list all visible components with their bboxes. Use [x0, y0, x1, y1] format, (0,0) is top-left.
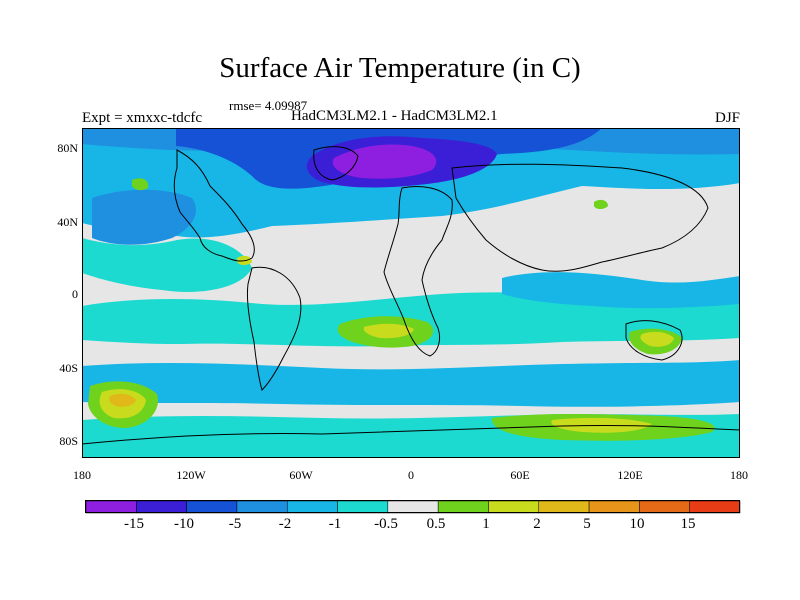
colorbar-cell [337, 500, 389, 514]
colorbar-label: -15 [124, 516, 144, 532]
coastlines [82, 146, 740, 445]
anomaly-map [82, 128, 740, 458]
lon-label-60w: 60W [289, 468, 313, 482]
colorbar-cell [387, 500, 439, 514]
colorbar-label: -2 [278, 516, 292, 532]
colorbar-label: 0.5 [426, 516, 446, 532]
colorbar-label: 15 [680, 516, 696, 532]
colorbar-cell [488, 500, 540, 514]
colorbar-cell [639, 500, 690, 514]
colorbar-cell [437, 500, 489, 514]
colorbar-label: -1 [328, 516, 342, 532]
colorbar-label: -5 [228, 516, 242, 532]
colorbar-label: 5 [583, 516, 591, 532]
lat-label-80s: 80S [59, 434, 78, 448]
colorbar-label: 1 [482, 516, 490, 532]
lon-label-60e: 60E [510, 468, 530, 482]
plot-title: Surface Air Temperature (in C) [219, 52, 581, 84]
experiment-label: Expt = xmxxc-tdcfc [82, 110, 203, 126]
lat-label-0: 0 [72, 287, 78, 301]
colorbar [85, 500, 741, 514]
colorbar-cell [186, 500, 238, 514]
lon-label-120w: 120W [176, 468, 206, 482]
colorbar-label: 2 [533, 516, 541, 532]
rmse-label: rmse= 4.09987 [229, 98, 308, 113]
lon-label-180e: 180 [730, 468, 748, 482]
south-pacific-hot [109, 393, 136, 407]
colorbar-label: -10 [174, 516, 194, 532]
season-label: DJF [714, 110, 740, 126]
lon-label-120e: 120E [617, 468, 643, 482]
greenland-coast [313, 146, 359, 181]
colorbar-cell [588, 500, 640, 514]
colorbar-cell [286, 500, 338, 514]
antarctica-coast [82, 424, 740, 445]
colorbar-label: -0.5 [374, 516, 398, 532]
lat-label-80n: 80N [57, 141, 78, 155]
indian-cool [502, 272, 740, 309]
south-america-coast [247, 266, 302, 391]
colorbar-cell [85, 500, 137, 514]
colorbar-cell [236, 500, 288, 514]
asia-coast [451, 163, 709, 272]
colorbar-cells [85, 500, 741, 514]
lon-label-180w: 180 [73, 468, 91, 482]
southern-cool-band [82, 360, 740, 407]
colorbar-cell [689, 500, 741, 514]
lat-label-40s: 40S [59, 361, 78, 375]
map-frame [82, 128, 740, 458]
model-label: HadCM3LM2.1 - HadCM3LM2.1 [291, 108, 498, 124]
colorbar-cell [538, 500, 590, 514]
australia-coast [625, 320, 683, 361]
colorbar-label: 10 [629, 516, 645, 532]
asia-warm-spot [594, 199, 608, 209]
europe-africa-coast [383, 186, 453, 357]
lat-label-40n: 40N [57, 215, 78, 229]
colorbar-cell [136, 500, 187, 514]
greenland-extreme-cold [332, 144, 437, 179]
australia-warmer [640, 331, 674, 347]
north-pacific-cool [92, 189, 196, 245]
south-atlantic-warmer [363, 323, 414, 339]
map-border [82, 128, 740, 458]
lon-label-0: 0 [408, 468, 414, 482]
colorbar-border [85, 500, 740, 513]
pacific-small-warm [132, 178, 149, 191]
north-america-coast [173, 149, 255, 262]
